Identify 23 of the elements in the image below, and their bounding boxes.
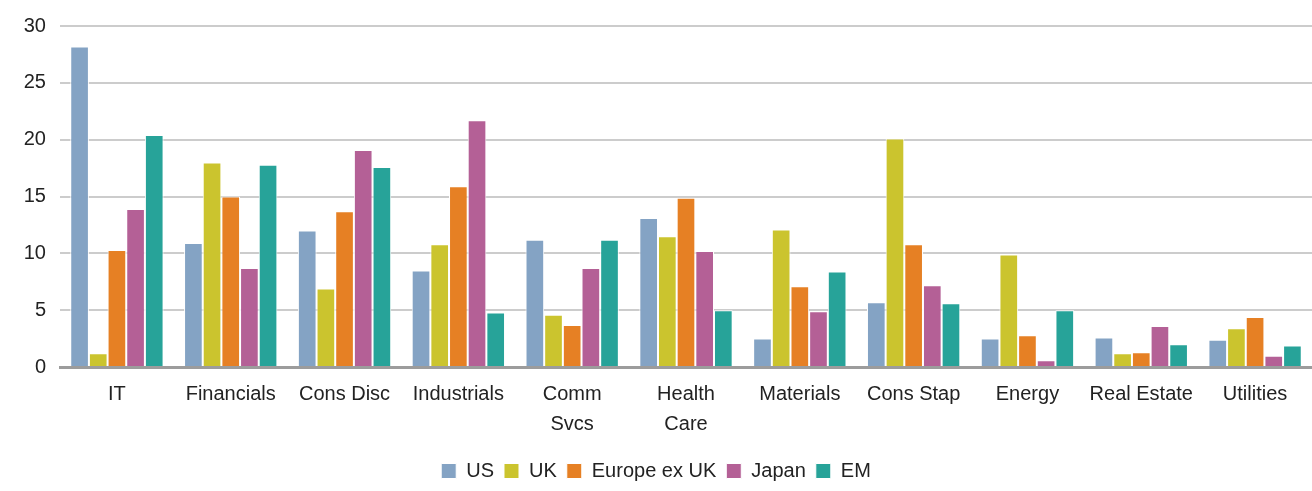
x-tick-label: Financials bbox=[185, 381, 276, 404]
x-tick-label: Utilities bbox=[1222, 381, 1288, 404]
legend-label: Japan bbox=[751, 458, 806, 481]
y-tick-label: 5 bbox=[34, 297, 46, 320]
legend-label: US bbox=[466, 458, 495, 481]
y-tick-label: 10 bbox=[23, 240, 46, 263]
y-tick-label: 15 bbox=[23, 184, 46, 207]
x-tick-label: Cons Disc bbox=[298, 381, 391, 404]
legend-label: Europe ex UK bbox=[591, 458, 717, 481]
legend-label: EM bbox=[840, 458, 871, 481]
x-tick-label: Energy bbox=[995, 381, 1060, 404]
y-tick-label: 0 bbox=[34, 354, 46, 377]
y-tick-label: 25 bbox=[23, 70, 46, 93]
y-tick-label: 30 bbox=[23, 13, 46, 36]
x-tick-label: Materials bbox=[759, 381, 841, 404]
x-tick-label: Comm Svcs bbox=[542, 381, 602, 434]
legend-label: UK bbox=[529, 458, 558, 481]
x-tick-label: Cons Stap bbox=[866, 381, 961, 404]
x-tick-label: Health Care bbox=[657, 381, 715, 434]
x-tick-label: IT bbox=[108, 381, 126, 404]
y-tick-label: 20 bbox=[23, 127, 46, 150]
x-tick-label: Industrials bbox=[412, 381, 504, 404]
x-tick-label: Real Estate bbox=[1089, 381, 1193, 404]
